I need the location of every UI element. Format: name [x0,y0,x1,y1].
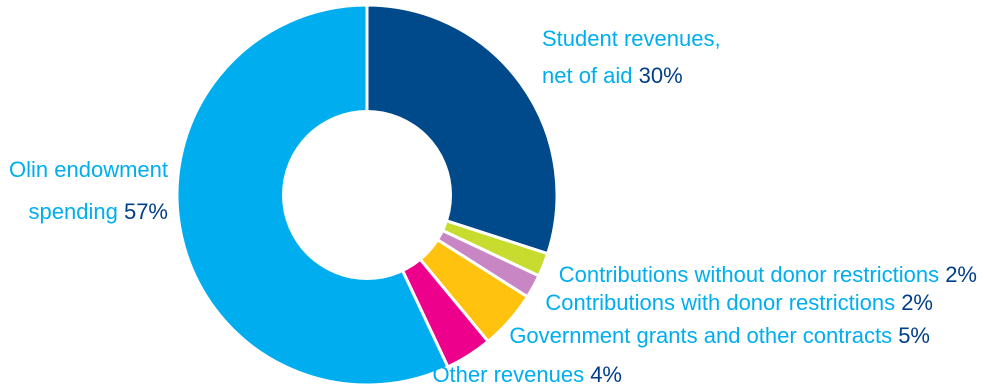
value-label: 5% [892,323,930,348]
value-label: 57% [118,199,168,224]
label-government-grants-and-other-contracts: Government grants and other contracts 5% [509,323,930,348]
label-olin-endowment-spending: Olin endowment spending 57% [9,157,168,224]
label-line: Olin endowment [9,157,168,182]
label-line: Government grants and other contracts [509,323,892,348]
label-line: Contributions without donor restrictions [559,262,939,287]
label-line: Other revenues [432,362,584,387]
labels-layer: Student revenues, net of aid 30% Contribut… [9,26,977,387]
label-contributions-without-donor-restrictions: Contributions without donor restrictions… [559,262,977,287]
label-line: Student revenues, [542,26,721,51]
label-line: Contributions with donor restrictions [545,290,895,315]
label-other-revenues: Other revenues 4% [432,362,622,387]
label-line: spending [29,199,118,224]
label-contributions-with-donor-restrictions: Contributions with donor restrictions 2% [545,290,933,315]
value-label: 2% [895,290,933,315]
value-label: 4% [584,362,622,387]
label-line: net of aid [542,63,633,88]
value-label: 30% [633,63,683,88]
label-student-revenues-net-of-aid: Student revenues, net of aid 30% [542,26,721,88]
donut-hole [282,110,452,280]
value-label: 2% [939,262,977,287]
